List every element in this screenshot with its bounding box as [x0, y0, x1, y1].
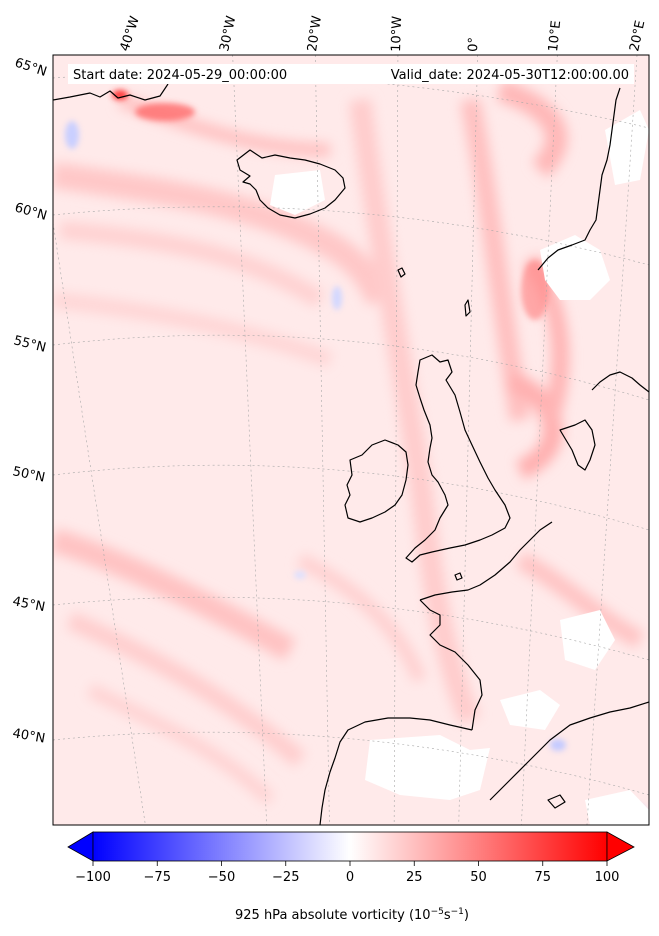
coast-france	[419, 521, 553, 601]
coast-faroes	[397, 267, 406, 278]
header-info-box	[68, 64, 634, 84]
vorticity-max-greenland	[135, 103, 195, 121]
colorbar-tick-label: 50	[470, 870, 487, 885]
map-panel	[53, 55, 649, 825]
colorbar-label-main: 925 hPa absolute vorticity (10	[235, 908, 431, 923]
colorbar-label-exp1: −5	[431, 907, 444, 917]
lat-label-50n: 50°N	[11, 464, 46, 485]
lat-label-45n: 45°N	[11, 594, 46, 615]
colorbar-tick-label: 0	[346, 870, 354, 885]
lon-label-10w: 10°W	[389, 16, 405, 53]
near-zero-areas	[270, 110, 649, 825]
lon-label-20e: 20°E	[627, 19, 648, 53]
vorticity-low-blue-5	[294, 571, 306, 579]
colorbar-label-end: )	[464, 908, 469, 923]
lon-label-20w: 20°W	[305, 15, 325, 53]
coast-shetland	[464, 299, 471, 317]
colorbar-tick-label: −75	[144, 870, 171, 885]
coast-norway	[537, 87, 621, 271]
colorbar-tick-label: 25	[406, 870, 423, 885]
colorbar-tick-label: −25	[272, 870, 299, 885]
colorbar-tick-label: −100	[75, 870, 111, 885]
start-date-label: Start date: 2024-05-29_00:00:00	[73, 68, 287, 83]
lat-label-60n: 60°N	[13, 200, 49, 223]
latitude-labels: 65°N 60°N 55°N 50°N 45°N 40°N	[11, 56, 48, 747]
coast-channel-islands	[454, 572, 463, 581]
lat-label-40n: 40°N	[11, 726, 46, 746]
coast-north-iberia	[319, 717, 473, 825]
coast-sweden-south	[591, 371, 649, 393]
colorbar-ticks: −100 −75 −50 −25 0 25 50 75 100	[75, 861, 619, 885]
coast-ireland	[344, 439, 409, 523]
vorticity-field	[53, 79, 645, 805]
colorbar-label: 925 hPa absolute vorticity (10−5s−1)	[235, 907, 469, 923]
lon-label-40w: 40°W	[118, 14, 143, 53]
vorticity-low-blue-1	[65, 121, 79, 149]
colorbar-tick-label: −50	[208, 870, 235, 885]
valid-date-label: Valid_date: 2024-05-30T12:00:00.00	[391, 68, 629, 83]
coast-scotland-uk	[405, 354, 511, 563]
vorticity-max-west	[112, 90, 128, 100]
colorbar: −100 −75 −50 −25 0 25 50 75 100 925 hPa absolute…	[67, 831, 635, 923]
colorbar-extend-high	[606, 831, 635, 862]
vorticity-low-blue-3	[550, 739, 566, 751]
colorbar-label-exp2: −1	[451, 907, 464, 917]
lon-label-0: 0°	[466, 37, 482, 52]
vorticity-max-scandinavia	[521, 260, 549, 320]
coast-mediterranean	[489, 701, 649, 801]
lat-label-65n: 65°N	[13, 56, 49, 80]
colorbar-tick-label: 100	[595, 870, 620, 885]
colorbar-label-unit: s	[444, 908, 451, 923]
vorticity-low-blue-2	[332, 286, 342, 310]
coast-biscay-iberia	[419, 599, 483, 731]
colorbar-tick-label: 75	[534, 870, 551, 885]
coast-iceland	[236, 149, 346, 219]
coast-denmark	[559, 419, 596, 471]
lon-label-10e: 10°E	[546, 20, 564, 53]
graticule	[53, 55, 649, 825]
coast-greenland	[53, 83, 169, 101]
colorbar-extend-low	[67, 831, 94, 862]
colorbar-gradient	[92, 831, 608, 862]
map-frame	[52, 54, 650, 826]
longitude-labels: 40°W 30°W 20°W 10°W 0° 10°E 20°E	[118, 14, 649, 53]
coast-balearic	[547, 794, 566, 809]
coastlines	[53, 83, 649, 825]
lon-label-30w: 30°W	[217, 14, 239, 52]
lat-label-55n: 55°N	[12, 333, 47, 355]
